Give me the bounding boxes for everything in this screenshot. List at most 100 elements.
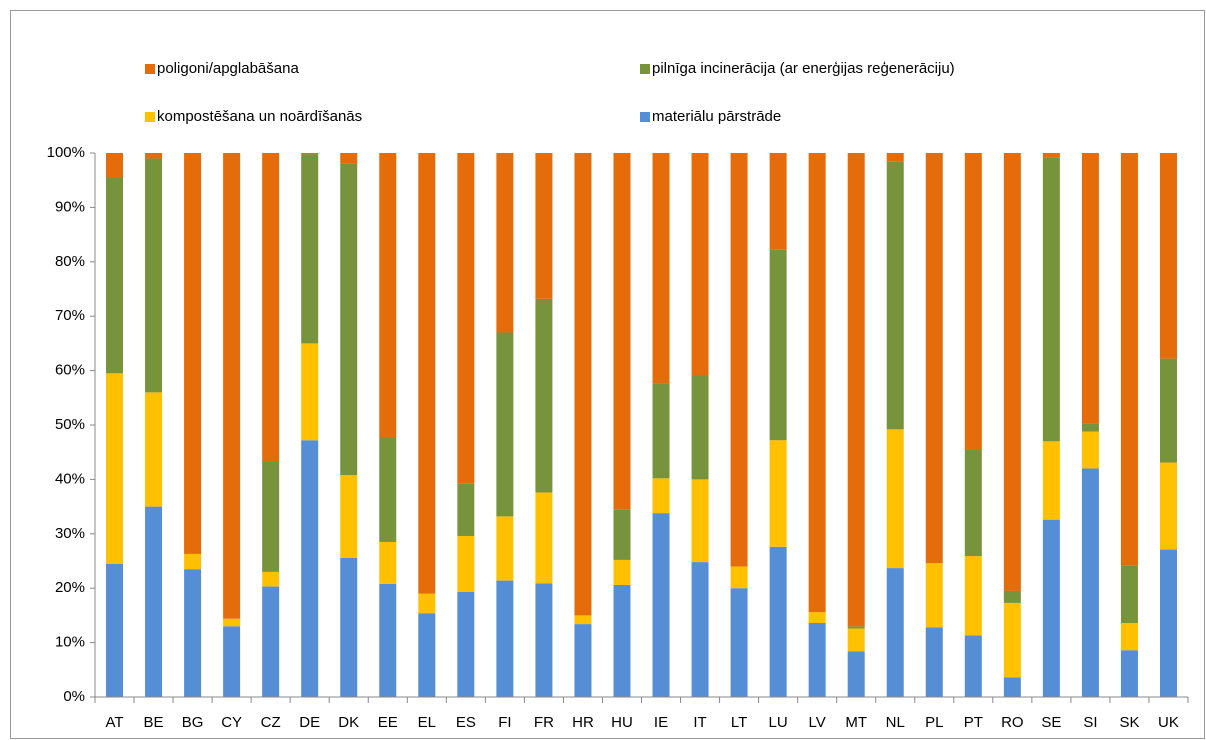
bar-segment — [301, 440, 319, 697]
bar-segment — [223, 626, 241, 697]
bar-segment — [886, 153, 904, 162]
bar-segment — [652, 478, 670, 514]
y-tick-label: 100% — [47, 144, 85, 161]
bar-segment — [340, 163, 358, 476]
bar-segment — [262, 153, 280, 462]
bar-segment — [1003, 153, 1021, 591]
x-tick-label: PT — [964, 714, 983, 731]
bar-segment — [301, 153, 319, 155]
bar-segment — [535, 492, 553, 584]
bar-segment — [457, 153, 475, 484]
bar-segment — [847, 626, 865, 629]
bar-segment — [1003, 590, 1021, 603]
x-tick-label: CZ — [261, 714, 281, 731]
x-tick-label: BG — [182, 714, 204, 731]
bar-segment — [613, 509, 631, 560]
bar-segment — [925, 153, 943, 564]
bar-segment — [418, 593, 436, 614]
bar-segment — [1081, 468, 1099, 697]
x-tick-label: MT — [845, 714, 867, 731]
bar-segment — [1159, 549, 1177, 697]
bar-segment — [1081, 153, 1099, 424]
x-tick-label: FR — [534, 714, 554, 731]
bar-segment — [1003, 677, 1021, 697]
bar-segment — [379, 541, 397, 584]
bar-segment — [340, 475, 358, 558]
y-tick-label: 90% — [55, 198, 85, 215]
bar-segment — [535, 153, 553, 299]
y-tick-label: 20% — [55, 579, 85, 596]
bar-segment — [652, 383, 670, 479]
bar-segment — [808, 623, 826, 697]
legend-label: poligoni/apglabāšana — [157, 60, 299, 77]
bar-segment — [1042, 157, 1060, 442]
bar-segment — [535, 298, 553, 493]
bar-segment — [769, 153, 787, 250]
bar-segment — [301, 154, 319, 344]
bar-segment — [145, 506, 163, 697]
bar-segment — [340, 153, 358, 164]
bar-segment — [964, 450, 982, 557]
bar-segment — [808, 612, 826, 624]
y-tick-label: 50% — [55, 416, 85, 433]
bar-segment — [886, 429, 904, 569]
x-tick-label: LT — [731, 714, 747, 731]
bar-segment — [457, 535, 475, 593]
bar-segment — [1003, 602, 1021, 678]
bar-segment — [223, 153, 241, 619]
x-tick-label: EL — [418, 714, 436, 731]
bar-segment — [1120, 623, 1138, 651]
x-tick-label: LV — [809, 714, 826, 731]
bar-segment — [106, 153, 124, 178]
bar-segment — [730, 588, 748, 697]
x-tick-label: SI — [1083, 714, 1097, 731]
bar-segment — [1159, 358, 1177, 463]
bar-segment — [730, 566, 748, 589]
bar-segment — [886, 161, 904, 430]
bar-segment — [808, 153, 826, 613]
y-tick-label: 30% — [55, 525, 85, 542]
bar-segment — [964, 635, 982, 697]
bar-segment — [769, 546, 787, 697]
y-tick-label: 70% — [55, 307, 85, 324]
bar-segment — [1120, 650, 1138, 697]
bar-segment — [379, 583, 397, 697]
bar-segment — [652, 513, 670, 697]
legend-swatch — [640, 112, 650, 122]
bar-segment — [457, 592, 475, 697]
x-tick-label: IE — [654, 714, 668, 731]
bar-segment — [418, 613, 436, 697]
bar-segment — [379, 437, 397, 542]
x-tick-label: SE — [1041, 714, 1061, 731]
bar-segment — [847, 628, 865, 652]
bar-segment — [691, 479, 709, 563]
bar-segment — [262, 461, 280, 572]
bar-segment — [613, 559, 631, 585]
bar-segment — [184, 153, 202, 554]
bar-segment — [184, 569, 202, 697]
x-tick-label: PL — [925, 714, 943, 731]
bar-segment — [145, 158, 163, 393]
bar-segment — [691, 375, 709, 480]
x-tick-label: HR — [572, 714, 594, 731]
bar-segment — [379, 153, 397, 438]
bar-segment — [1159, 462, 1177, 550]
bar-segment — [535, 583, 553, 697]
bar-segment — [1120, 153, 1138, 566]
bar-segment — [769, 440, 787, 547]
y-tick-label: 80% — [55, 253, 85, 270]
bar-segment — [1042, 153, 1060, 158]
bar-segment — [574, 624, 592, 697]
bar-segment — [574, 153, 592, 616]
x-tick-label: IT — [693, 714, 706, 731]
bar-segment — [847, 651, 865, 697]
x-tick-label: DE — [299, 714, 320, 731]
bar-segment — [1042, 519, 1060, 697]
y-tick-label: 10% — [55, 634, 85, 651]
bar-segment — [457, 483, 475, 536]
x-tick-label: ES — [456, 714, 476, 731]
x-tick-label: UK — [1158, 714, 1179, 731]
bar-segment — [106, 563, 124, 697]
bar-segment — [613, 584, 631, 697]
bar-segment — [340, 557, 358, 697]
